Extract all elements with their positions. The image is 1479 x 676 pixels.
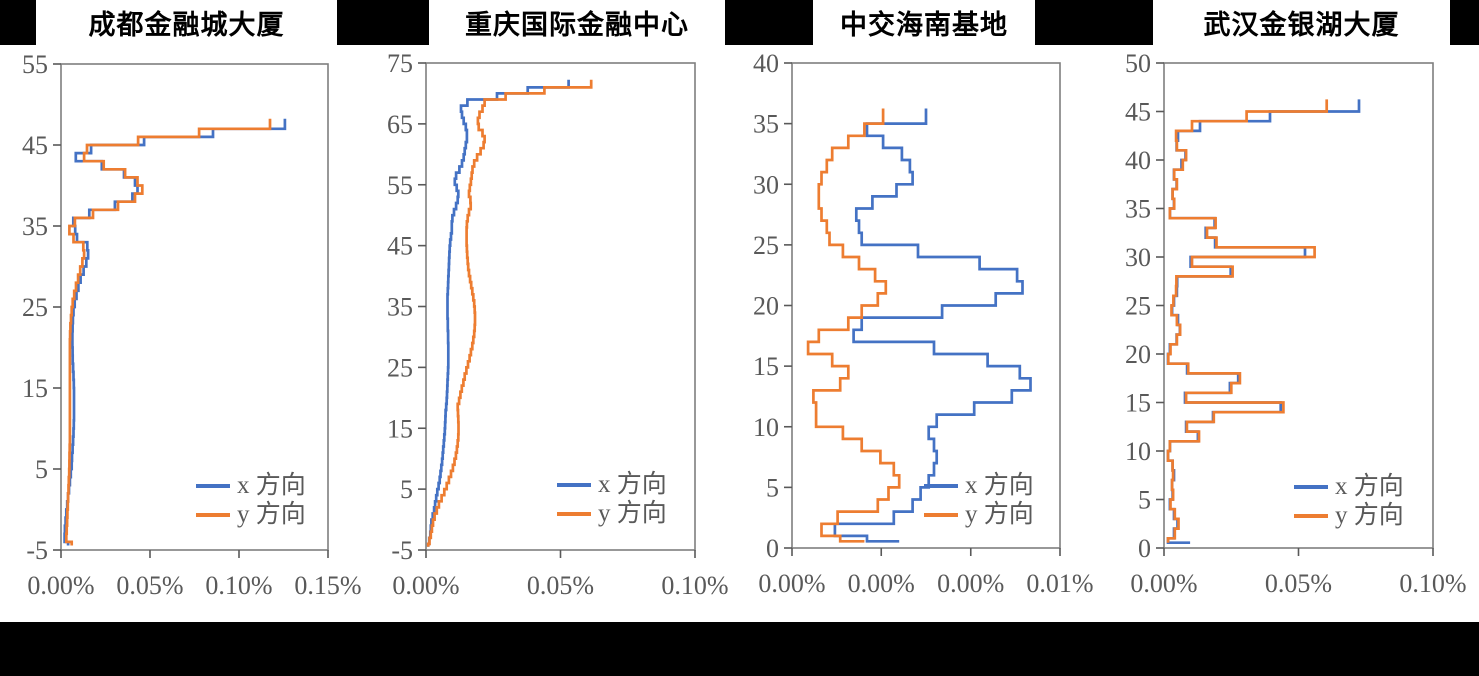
x-series-label: x 方向: [598, 471, 667, 498]
y-tick-label: 5: [35, 455, 48, 484]
legend-y-row: y 方向: [557, 501, 667, 527]
series-y-path: [806, 108, 901, 543]
chart-title-hainan: 中交海南基地: [813, 0, 1035, 45]
y-tick-label: 25: [387, 353, 413, 382]
y-tick-label: 15: [22, 374, 48, 403]
y-series-label: y 方向: [598, 500, 667, 527]
x-tick-label: 0.00%: [1130, 569, 1197, 598]
x-tick-label: 0.05%: [1265, 569, 1332, 598]
y-tick-label: 0: [766, 534, 779, 563]
y-tick-label: 35: [753, 110, 779, 139]
x-tick-label: 0.00%: [27, 571, 94, 600]
y-tick-label: 5: [400, 475, 413, 504]
x-tick-label: 0.05%: [527, 571, 594, 600]
y-tick-label: 15: [1125, 389, 1151, 418]
chart-panel-1: -5 5 15 25 35 45 55 0.00% 0.05% 0.10% 0.15%: [22, 50, 362, 600]
x-series-label: x 方向: [237, 472, 306, 499]
x-tick-label: 0.15%: [294, 571, 361, 600]
y-series-swatch: [557, 512, 591, 516]
legend-x-row: x 方向: [924, 473, 1034, 499]
y-series-label: y 方向: [1335, 502, 1404, 529]
series-x-path: [833, 108, 1032, 543]
y-tick-label: 15: [387, 414, 413, 443]
y-tick-label: 40: [1125, 146, 1151, 175]
legend-y-row: y 方向: [1294, 503, 1404, 529]
chart-panel-3: 0 5 10 15 20 25 30 35 40 0.00% 0.00% 0.00% 0.01%: [753, 49, 1094, 598]
y-tick-label: 25: [1125, 292, 1151, 321]
legend-y-row: y 方向: [924, 502, 1034, 528]
x-series-label: x 方向: [1335, 473, 1404, 500]
legend-chart-3: x 方向 y 方向: [924, 473, 1034, 528]
y-tick-label: 55: [387, 171, 413, 200]
y-tick-label: 45: [1125, 98, 1151, 127]
y-tick-label: 30: [1125, 243, 1151, 272]
chart-title-wuhan: 武汉金银湖大厦: [1153, 0, 1450, 45]
x-tick-label: 0.01%: [1026, 569, 1093, 598]
series-y-path: [64, 118, 272, 546]
x-tick-label: 0.05%: [116, 571, 183, 600]
y-tick-label: 50: [1125, 49, 1151, 78]
y-tick-label: 75: [387, 49, 413, 78]
x-series-label: x 方向: [965, 472, 1034, 499]
bottom-band: [0, 622, 1479, 676]
legend-chart-4: x 方向 y 方向: [1294, 474, 1404, 529]
y-series-label: y 方向: [237, 501, 306, 528]
y-tick-label: -5: [26, 536, 48, 565]
x-tick-label: 0.10%: [205, 571, 272, 600]
y-tick-label: -5: [391, 536, 413, 565]
x-series-swatch: [1294, 485, 1328, 489]
y-tick-label: 5: [1138, 486, 1151, 515]
legend-x-row: x 方向: [196, 473, 306, 499]
y-tick-label: 35: [387, 293, 413, 322]
y-tick-label: 35: [22, 212, 48, 241]
chart-title-chongqing: 重庆国际金融中心: [429, 0, 725, 45]
y-tick-label: 25: [753, 231, 779, 260]
x-tick-label: 0.00%: [937, 569, 1004, 598]
x-tick-label: 0.00%: [392, 571, 459, 600]
chart-panel-2: -5 5 15 25 35 45 55 65 75 0.00% 0.05% 0.10%: [387, 49, 729, 600]
x-tick-label: 0.00%: [848, 569, 915, 598]
y-tick-label: 40: [753, 49, 779, 78]
y-tick-label: 5: [766, 473, 779, 502]
y-tick-label: 45: [22, 131, 48, 160]
x-tick-label: 0.10%: [661, 571, 728, 600]
x-tick-label: 0.00%: [758, 569, 825, 598]
chart-title-chengdu: 成都金融城大厦: [36, 0, 337, 45]
y-tick-label: 20: [1125, 340, 1151, 369]
y-tick-label: 45: [387, 232, 413, 261]
y-tick-label: 20: [753, 292, 779, 321]
series-y-path: [1166, 99, 1329, 543]
x-series-swatch: [557, 483, 591, 487]
y-tick-label: 25: [22, 293, 48, 322]
y-tick-label: 30: [753, 170, 779, 199]
series-y-path: [426, 79, 593, 547]
y-series-swatch: [924, 513, 958, 517]
y-tick-label: 65: [387, 110, 413, 139]
y-series-swatch: [196, 513, 230, 517]
legend-x-row: x 方向: [1294, 474, 1404, 500]
x-series-swatch: [196, 484, 230, 488]
y-tick-label: 0: [1138, 534, 1151, 563]
legend-y-row: y 方向: [196, 502, 306, 528]
x-series-swatch: [924, 484, 958, 488]
legend-chart-2: x 方向 y 方向: [557, 472, 667, 527]
y-tick-label: 15: [753, 352, 779, 381]
legend-chart-1: x 方向 y 方向: [196, 473, 306, 528]
y-tick-label: 55: [22, 50, 48, 79]
y-series-swatch: [1294, 514, 1328, 518]
y-tick-label: 10: [1125, 437, 1151, 466]
legend-x-row: x 方向: [557, 472, 667, 498]
series-x-path: [426, 79, 570, 547]
y-tick-label: 35: [1125, 195, 1151, 224]
y-tick-label: 10: [753, 413, 779, 442]
chart-panel-4: 0 5 10 15 20 25 30 35 40 45 50 0.00% 0.05% 0.10%: [1125, 49, 1467, 598]
x-tick-label: 0.10%: [1399, 569, 1466, 598]
y-series-label: y 方向: [965, 501, 1034, 528]
